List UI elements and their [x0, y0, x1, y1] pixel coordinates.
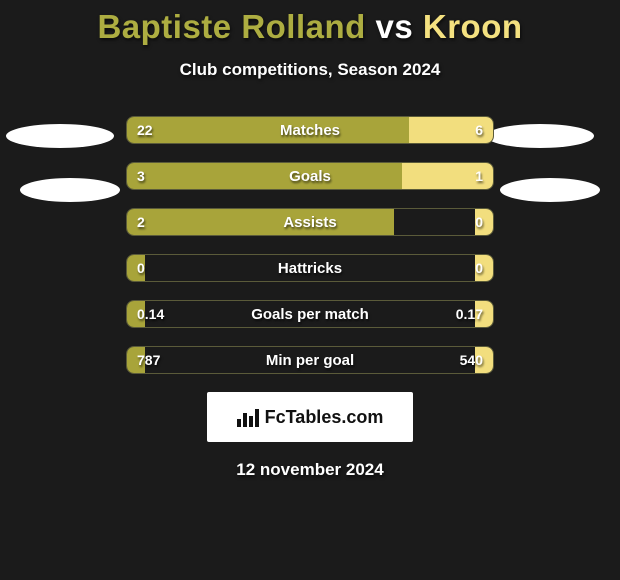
stat-row: 31Goals — [126, 162, 494, 190]
bar-right — [402, 163, 494, 189]
logo-text: FcTables.com — [265, 407, 384, 428]
avatar-oval — [500, 178, 600, 202]
avatar-oval — [6, 124, 114, 148]
bar-right — [475, 209, 493, 235]
avatar-oval — [20, 178, 120, 202]
subtitle: Club competitions, Season 2024 — [0, 60, 620, 80]
bar-left — [127, 117, 409, 143]
bar-left — [127, 301, 145, 327]
stat-row: 0.140.17Goals per match — [126, 300, 494, 328]
stat-row: 00Hattricks — [126, 254, 494, 282]
page-title: Baptiste Rolland vs Kroon — [0, 0, 620, 46]
chart-icon — [237, 407, 259, 427]
bar-left — [127, 255, 145, 281]
stat-row: 787540Min per goal — [126, 346, 494, 374]
title-player1: Baptiste Rolland — [97, 8, 365, 45]
avatar-oval — [486, 124, 594, 148]
logo-badge: FcTables.com — [207, 392, 413, 442]
stat-label: Hattricks — [127, 255, 493, 281]
bar-left — [127, 209, 394, 235]
stat-label: Min per goal — [127, 347, 493, 373]
bar-right — [475, 255, 493, 281]
bar-left — [127, 163, 402, 189]
title-player2: Kroon — [423, 8, 523, 45]
bar-right — [409, 117, 493, 143]
title-vs: vs — [375, 8, 413, 45]
comparison-card: Baptiste Rolland vs Kroon Club competiti… — [0, 0, 620, 580]
bar-left — [127, 347, 145, 373]
bar-right — [475, 301, 493, 327]
stats-area: 226Matches 31Goals 20Assists 00Hattricks 0.1… — [126, 116, 494, 374]
date-label: 12 november 2024 — [0, 460, 620, 480]
bar-right — [475, 347, 493, 373]
stat-row: 20Assists — [126, 208, 494, 236]
stat-row: 226Matches — [126, 116, 494, 144]
stat-label: Goals per match — [127, 301, 493, 327]
